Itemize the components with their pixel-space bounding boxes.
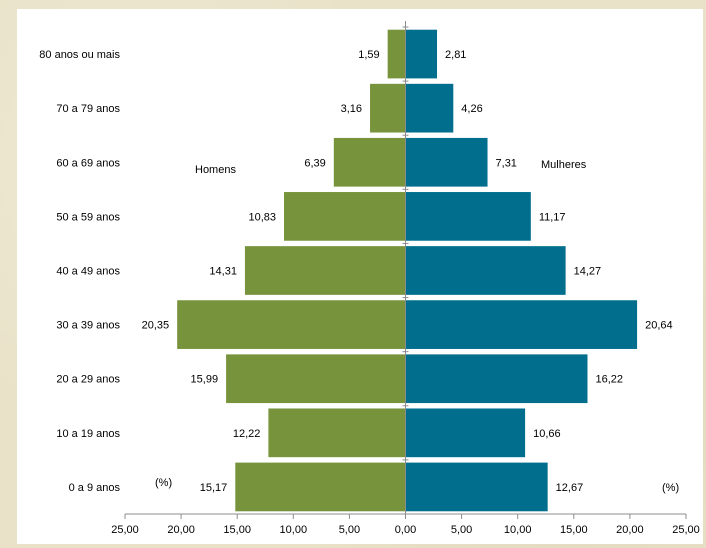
value-label-homens-1: 3,16 — [341, 103, 362, 115]
category-label-1: 70 a 79 anos — [56, 103, 120, 115]
category-label-8: 0 a 9 anos — [69, 482, 121, 494]
value-label-mulheres-4: 14,27 — [574, 266, 602, 278]
unit-label-right: (%) — [662, 482, 679, 494]
bar-homens-2 — [333, 137, 406, 187]
value-label-homens-7: 12,22 — [233, 428, 261, 440]
bar-mulheres-6 — [405, 354, 588, 404]
bar-homens-6 — [226, 354, 406, 404]
bar-mulheres-2 — [405, 137, 488, 187]
value-label-mulheres-8: 12,67 — [556, 482, 584, 494]
bar-mulheres-5 — [405, 300, 638, 349]
value-label-mulheres-7: 10,66 — [533, 428, 561, 440]
x-tick-label-5: 0,00 — [395, 524, 416, 536]
category-label-0: 80 anos ou mais — [39, 49, 120, 61]
x-tick-label-0: 25,00 — [111, 524, 139, 536]
value-label-mulheres-5: 20,64 — [645, 320, 673, 332]
value-label-homens-5: 20,35 — [142, 320, 170, 332]
value-label-homens-6: 15,99 — [191, 374, 219, 386]
category-label-3: 50 a 59 anos — [56, 211, 120, 223]
x-tick-label-9: 20,00 — [616, 524, 644, 536]
category-label-7: 10 a 19 anos — [56, 428, 120, 440]
series-label-homens: Homens — [195, 164, 236, 176]
value-label-homens-4: 14,31 — [209, 266, 237, 278]
population-pyramid-chart: 1,59 3,16 6,39 10,83 14,31 20,35 15,99 12,22 15,… — [39, 21, 700, 536]
x-tick-label-1: 20,00 — [167, 524, 195, 536]
bar-mulheres-3 — [405, 192, 531, 241]
value-label-mulheres-2: 7,31 — [496, 157, 517, 169]
bar-mulheres-0 — [405, 29, 438, 79]
x-tick-label-3: 10,00 — [280, 524, 308, 536]
value-label-mulheres-0: 2,81 — [445, 49, 466, 61]
x-tick-label-2: 15,00 — [223, 524, 251, 536]
category-label-6: 20 a 29 anos — [56, 374, 120, 386]
category-label-5: 30 a 39 anos — [56, 320, 120, 332]
bar-mulheres-1 — [405, 83, 454, 133]
bar-mulheres-8 — [405, 462, 548, 512]
value-label-homens-0: 1,59 — [358, 49, 379, 61]
value-label-mulheres-1: 4,26 — [461, 103, 482, 115]
series-label-mulheres: Mulheres — [541, 159, 587, 171]
x-tick-label-6: 5,00 — [451, 524, 472, 536]
chart-panel: 1,59 3,16 6,39 10,83 14,31 20,35 15,99 12,22 15,… — [17, 9, 703, 544]
x-tick-label-10: 25,00 — [672, 524, 700, 536]
bar-homens-5 — [177, 300, 406, 349]
bar-homens-4 — [244, 246, 406, 295]
bar-homens-0 — [387, 29, 406, 79]
unit-label-left: (%) — [155, 477, 172, 489]
value-label-homens-2: 6,39 — [304, 157, 325, 169]
value-label-mulheres-3: 11,17 — [539, 211, 566, 223]
bar-homens-1 — [370, 83, 406, 133]
x-tick-label-8: 15,00 — [560, 524, 588, 536]
bar-homens-3 — [283, 192, 406, 241]
bar-mulheres-4 — [405, 246, 566, 295]
bar-homens-8 — [235, 462, 406, 512]
value-label-homens-8: 15,17 — [200, 482, 228, 494]
value-label-homens-3: 10,83 — [248, 211, 276, 223]
bar-homens-7 — [268, 408, 406, 458]
x-tick-label-7: 10,00 — [504, 524, 532, 536]
x-tick-label-4: 5,00 — [339, 524, 360, 536]
category-label-2: 60 a 69 anos — [56, 157, 120, 169]
category-label-4: 40 a 49 anos — [56, 266, 120, 278]
value-label-mulheres-6: 16,22 — [595, 374, 623, 386]
bar-mulheres-7 — [405, 408, 526, 458]
